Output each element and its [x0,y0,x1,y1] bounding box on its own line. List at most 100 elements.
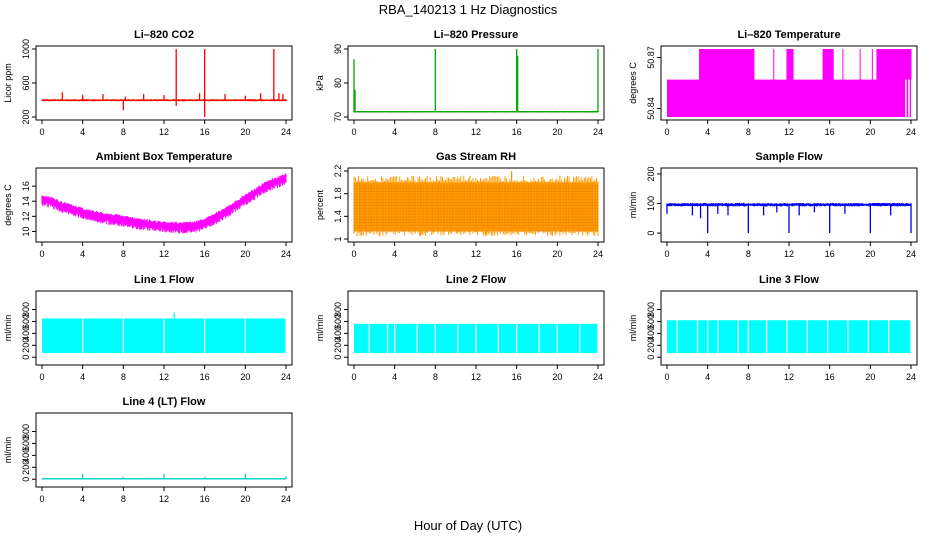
data-point [468,216,470,218]
data-point [389,210,391,212]
data-point [413,207,415,209]
y-axis-label: kPa [315,75,325,91]
data-point [554,196,556,198]
data-point [358,224,360,226]
plot-frame [347,45,605,121]
data-point [566,199,568,201]
data-point [407,190,409,192]
data-point [364,196,366,198]
data-point [535,202,537,204]
data-point [547,213,549,215]
data-point [377,210,379,212]
x-tick-label: 4 [392,127,397,137]
data-point [517,196,519,198]
data-point [541,207,543,209]
data-point [499,224,501,226]
data-point [578,193,580,195]
data-point [383,202,385,204]
data-point [474,222,476,223]
data-point [541,213,543,215]
data-point [554,227,556,229]
data-point [511,216,513,218]
data-point [450,205,452,206]
data-point [480,207,482,209]
x-tick-label: 16 [825,127,835,137]
data-point [419,196,421,198]
data-point [578,222,580,223]
data-point [596,224,598,226]
data-point [535,196,537,198]
chart-title: Li–820 CO2 [134,29,194,41]
data-point [389,207,391,209]
data-point [425,196,427,198]
data-point [377,196,379,198]
chart-panel-1: Li–820 CO2 0 4 8 12 16 20 24 200 600 1000 Licor ppm [3,29,293,137]
data-point [444,213,446,215]
data-point [578,199,580,201]
data-point [486,224,488,226]
data-point [456,205,458,206]
data-point [377,185,379,187]
data-point [493,188,495,189]
data-point [413,193,415,195]
data-point [566,210,568,212]
data-point [413,202,415,204]
y-tick-label: 70 [333,112,343,122]
x-tick-label: 12 [471,127,481,137]
data-point [425,210,427,212]
x-tick-label: 4 [80,249,85,259]
data-point [517,219,519,221]
data-point [572,202,574,204]
data-point [529,224,531,226]
data-point [364,227,366,229]
data-point [547,207,549,209]
data-point [425,213,427,215]
data-point [401,216,403,218]
data-point [517,222,519,223]
data-point [474,207,476,209]
data-point [444,222,446,223]
data-point [486,230,488,232]
data-point [547,227,549,229]
data-point [560,230,562,232]
data-point [474,210,476,212]
x-tick-label: 0 [664,127,669,137]
data-point [541,196,543,198]
y-tick-label: 2.2 [333,165,343,178]
data-point [358,213,360,215]
data-point [584,185,586,187]
data-point [371,202,373,204]
data-point [505,227,507,229]
data-point [405,230,407,232]
data-point [554,219,556,221]
data-point [566,185,568,187]
data-point [432,202,434,204]
y-tick-label: 80 [333,78,343,88]
data-point [547,185,549,187]
data-point [432,207,434,209]
data-point [560,207,562,209]
data-point [450,196,452,198]
data-point [560,222,562,223]
data-point [560,185,562,187]
data-point [517,202,519,204]
data-point [584,196,586,198]
data-point [364,222,366,223]
chart-panel-4: Ambient Box Temperature 0 4 8 12 16 20 24 10 12 14… [3,151,293,259]
data-point [572,224,574,226]
data-point [419,185,421,187]
data-point [493,196,495,198]
data-point [364,205,366,206]
data-point [499,193,501,195]
data-point [371,230,373,232]
data-point [505,230,507,232]
data-point [590,210,592,212]
y-tick-label: 1.8 [333,187,343,200]
data-point [523,205,525,206]
data-point [566,216,568,218]
data-point [395,210,397,212]
data-point [541,210,543,212]
data-point [462,224,464,226]
data-point [395,205,397,206]
data-point [480,210,482,212]
